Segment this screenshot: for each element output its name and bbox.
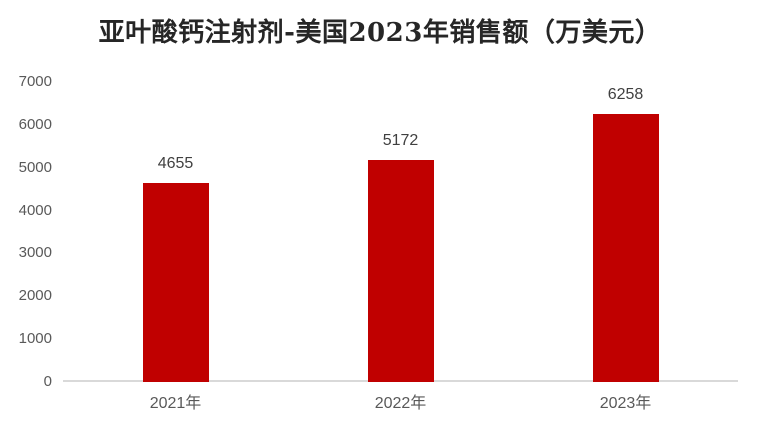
y-axis-tick-label: 7000 — [18, 73, 52, 90]
x-axis-tick-label: 2023年 — [599, 395, 652, 412]
y-axis-tick-label: 1000 — [18, 330, 52, 348]
y-axis-tick-label: 0 — [43, 373, 52, 390]
bar-2021年[interactable] — [142, 182, 209, 382]
y-axis-tick-label: 6000 — [18, 115, 52, 133]
chart-title: 亚叶酸钙注射剂-美国2023年销售额（万美元） — [98, 18, 662, 48]
y-axis-tick-label: 4000 — [18, 201, 52, 219]
x-axis-tick-label: 2021年 — [149, 395, 202, 412]
x-axis-tick-label: 2022年 — [374, 395, 427, 412]
bar-2023年[interactable] — [592, 113, 659, 382]
data-label: 5172 — [382, 132, 419, 150]
data-label: 6258 — [607, 85, 644, 103]
y-axis-tick-label: 5000 — [18, 158, 52, 176]
bar-2022年[interactable] — [367, 160, 434, 382]
y-axis-tick-label: 2000 — [18, 287, 52, 305]
data-label: 4655 — [157, 154, 194, 172]
y-axis-tick-label: 3000 — [18, 244, 52, 262]
